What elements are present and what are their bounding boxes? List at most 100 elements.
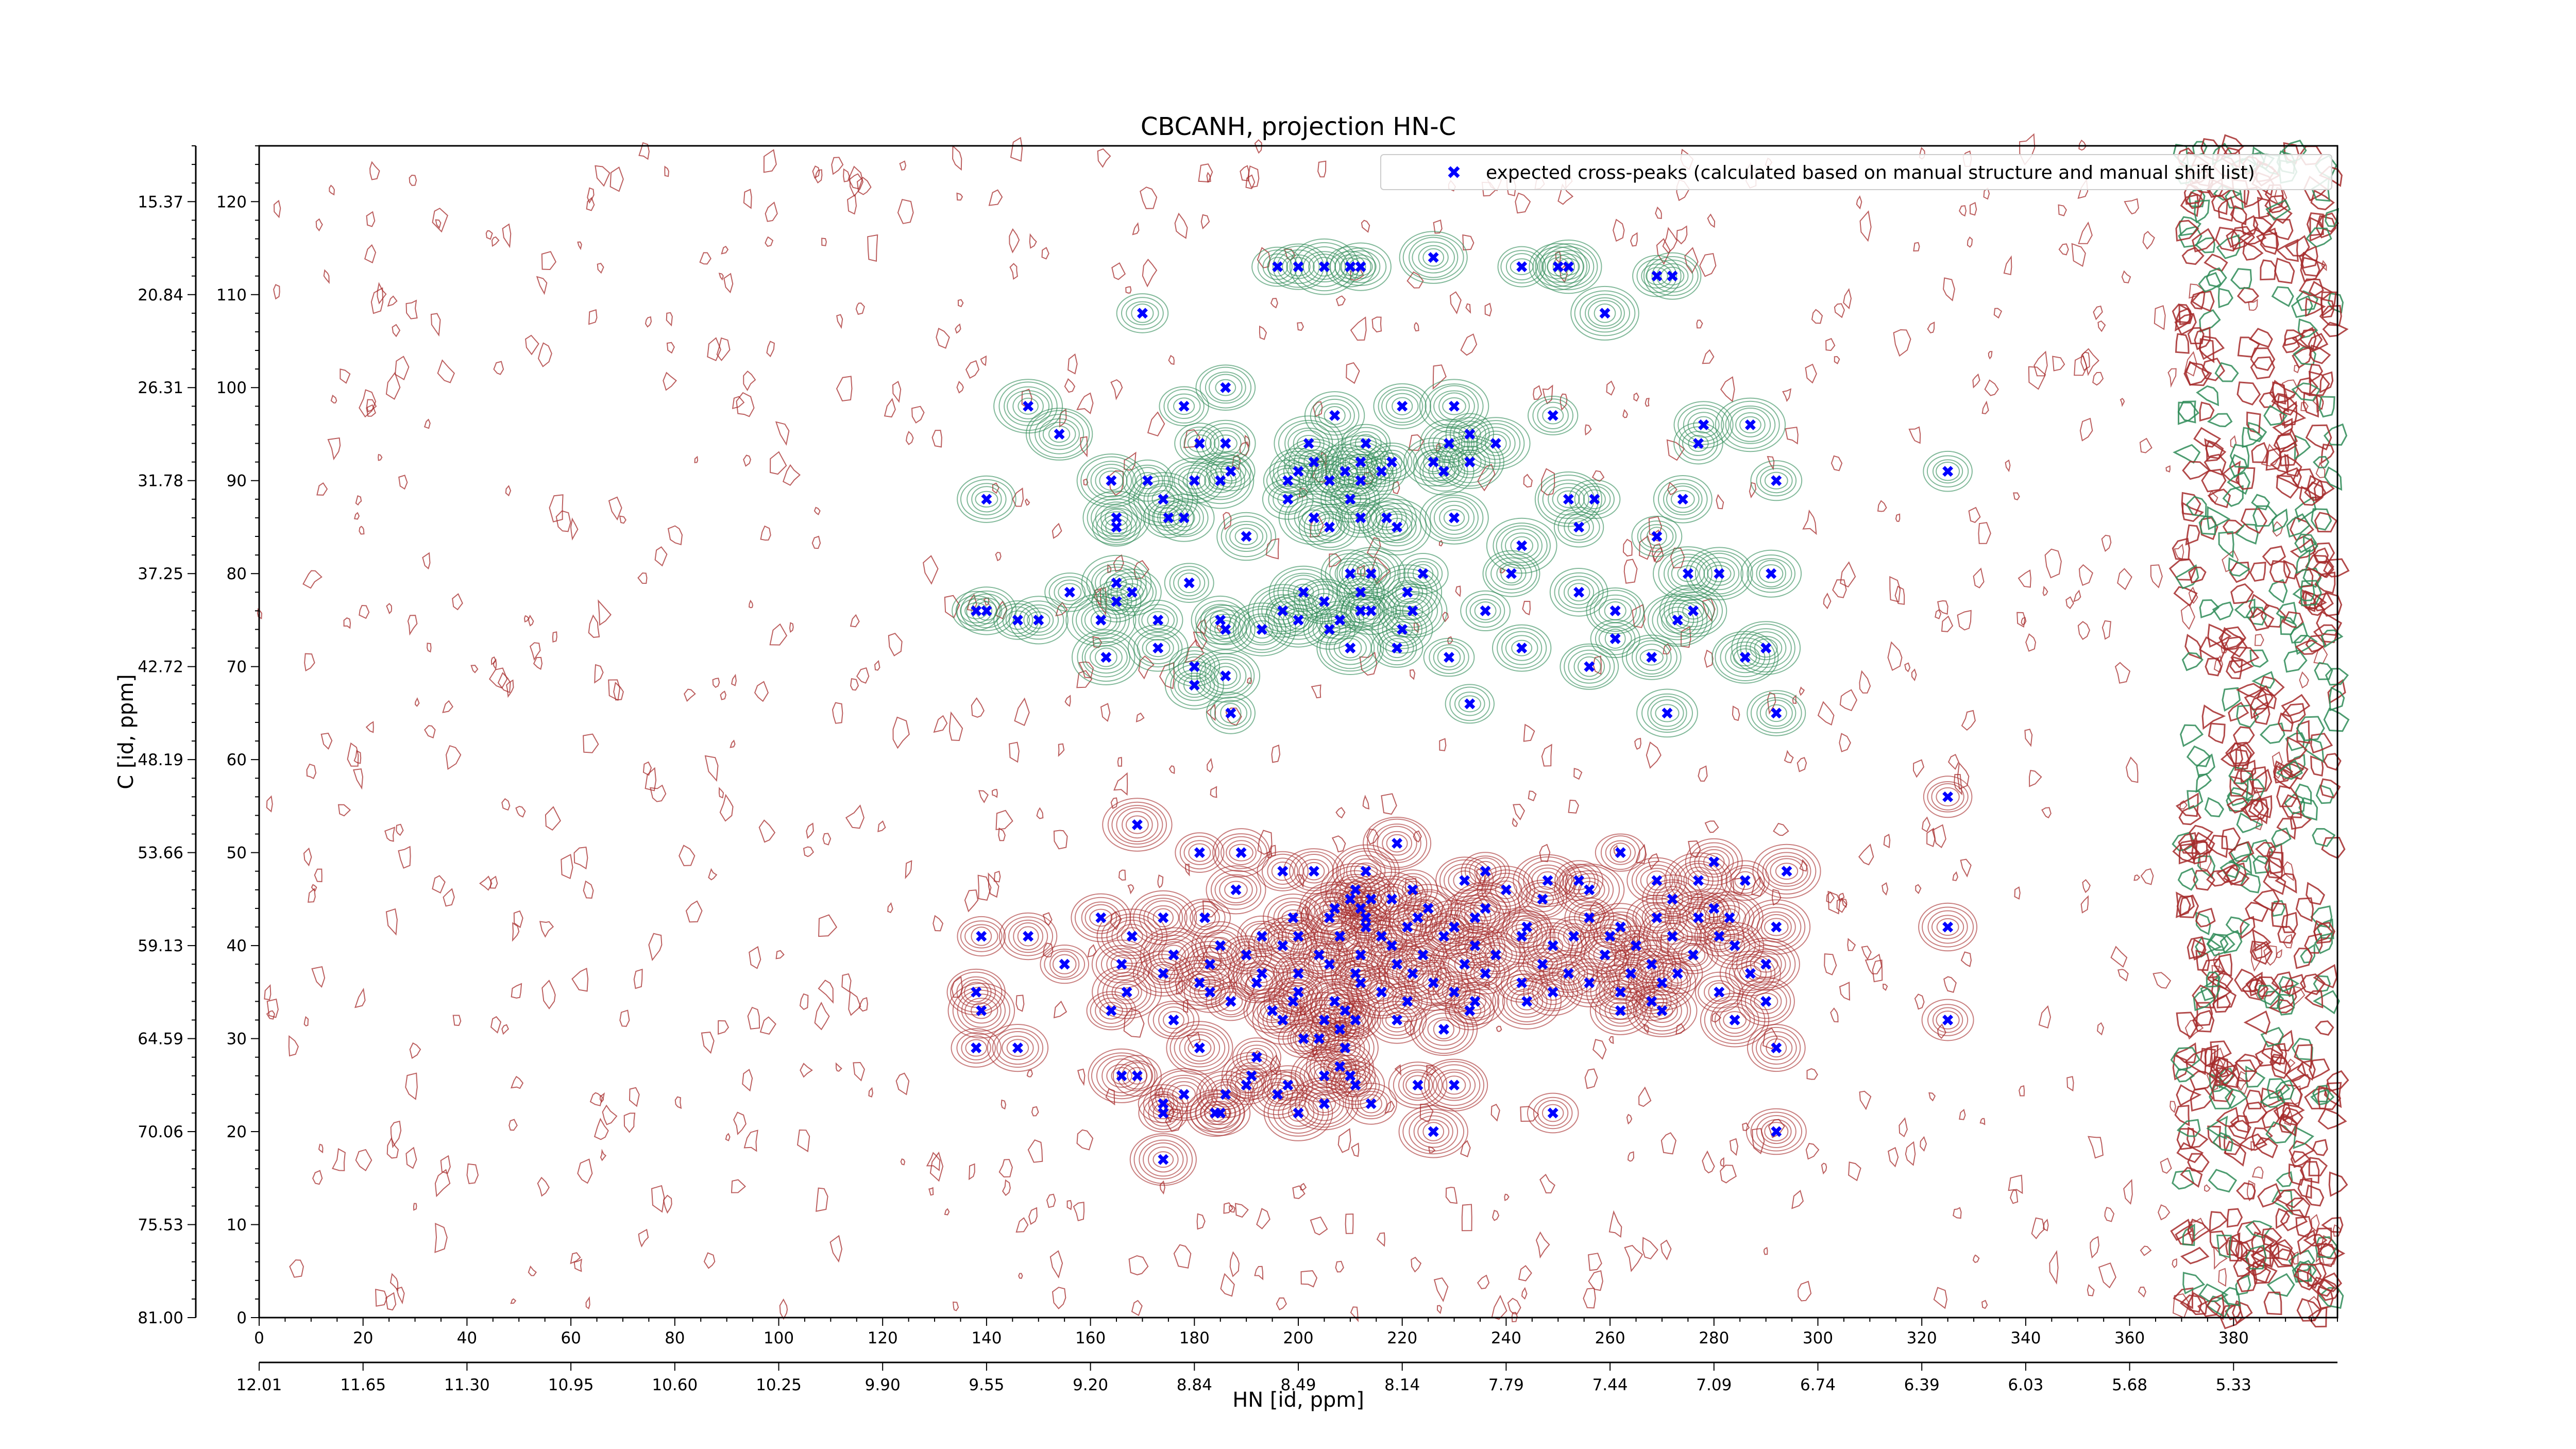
noise-contour [2283,861,2294,882]
noise-contour [2209,1211,2228,1233]
noise-contour [1957,762,1970,790]
cross-peak-marker [1178,400,1190,412]
noise-contour [302,570,323,589]
noise-contour [1001,1099,1007,1110]
noise-contour [490,1016,502,1034]
noise-contour [2295,568,2314,588]
noise-contour [353,512,360,520]
peak-contour [964,998,998,1024]
noise-contour [1606,380,1615,396]
cross-peak-marker [981,494,992,505]
peak-contour [1589,589,1641,632]
cross-peak-marker [1729,1015,1740,1025]
noise-contour [405,1072,418,1100]
noise-contour [2313,921,2335,944]
noise-contour [2308,332,2329,353]
noise-contour [1785,426,1799,445]
noise-contour [602,1104,618,1125]
noise-contour [541,980,556,1009]
peak-contour [1459,904,1492,931]
noise-contour [491,236,500,247]
noise-contour [991,788,998,798]
peak-contour [1704,996,1766,1044]
noise-contour [2312,1085,2330,1103]
noise-contour [638,142,650,160]
peak-contour [1190,457,1251,504]
noise-contour [479,875,493,891]
noise-contour [1442,612,1449,622]
noise-contour [758,819,776,843]
noise-contour [2182,1223,2195,1246]
peak-contour [1488,909,1556,964]
peak-contour [1340,465,1382,497]
peak-contour [1330,952,1380,995]
x-ppm-tick-label: 10.95 [548,1376,594,1394]
noise-contour [552,631,557,643]
peak-contour [1603,980,1638,1004]
noise-contour [1858,844,1874,866]
noise-contour [1952,871,1958,881]
cross-peak-marker [1708,856,1720,868]
noise-contour [2251,671,2275,689]
peak-contour [1002,1035,1034,1060]
peak-contour [1183,971,1236,1013]
noise-contour [2311,508,2332,531]
cross-peak-marker [1106,475,1117,486]
noise-contour [1702,349,1715,364]
noise-contour [2208,1169,2238,1193]
peak-contour [1360,1094,1382,1114]
x-ppm-tick-label: 5.68 [2112,1376,2147,1394]
cross-peak-marker [1293,968,1304,979]
noise-contour [1729,1138,1739,1156]
noise-contour [1797,1280,1812,1302]
noise-contour [1447,636,1453,645]
peak-contour [957,989,1006,1032]
noise-contour [2245,779,2265,801]
peak-contour [1750,636,1783,661]
noise-contour [2219,861,2241,879]
peak-contour [1933,459,1963,484]
noise-contour [1953,1207,1962,1219]
cross-peak-marker [1942,921,1954,933]
peak-contour [1668,591,1718,631]
noise-contour [2329,686,2345,712]
cross-peak-marker [1355,903,1366,914]
noise-contour [2199,599,2220,618]
noise-contour [2198,272,2222,293]
cross-peak-marker [1277,866,1289,877]
noise-contour [2071,243,2086,267]
cross-peak-marker [1054,429,1065,440]
noise-contour [1270,298,1278,309]
noise-contour [2235,1076,2249,1095]
x-ppm-tick-label: 8.84 [1177,1376,1212,1394]
cross-peak-marker [1444,652,1454,663]
noise-contour [874,660,880,671]
noise-contour [2211,195,2228,215]
peak-contour [1300,974,1369,1029]
peak-contour [1221,836,1262,869]
cross-peak-marker [1293,931,1304,942]
noise-contour [1684,247,1699,274]
noise-contour [2321,260,2327,272]
noise-contour [944,595,960,619]
peak-contour [1745,1108,1807,1155]
noise-contour [905,860,912,880]
peak-contour [1048,425,1071,443]
cross-peak-marker [1324,475,1335,486]
noise-contour [1865,953,1883,974]
cross-peak-marker [1095,912,1107,923]
peak-contour [1759,699,1793,727]
noise-contour [1292,1185,1306,1199]
noise-contour [501,798,511,811]
noise-contour [2320,629,2344,648]
cross-peak-marker [1386,457,1397,468]
peak-contour [1658,479,1708,520]
peak-contour [1403,437,1464,486]
noise-contour [2226,1208,2243,1228]
peak-contour [1331,438,1390,486]
noise-contour [1943,277,1955,301]
noise-contour [856,177,872,195]
noise-contour [1972,373,1980,389]
noise-contour [2204,438,2227,462]
noise-contour [1763,1246,1768,1255]
